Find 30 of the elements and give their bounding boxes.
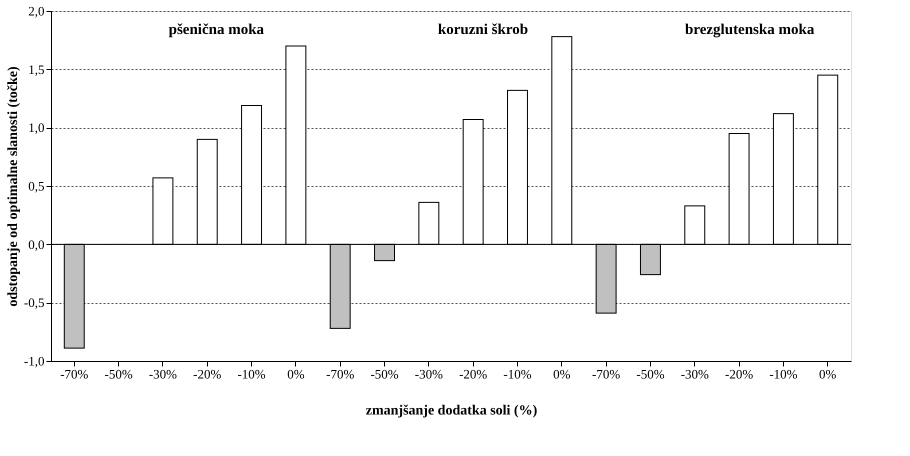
x-tick-label: -50%	[370, 366, 399, 382]
x-tick-label: -50%	[636, 366, 665, 382]
x-tick-label: -30%	[414, 366, 444, 382]
y-tick-label: 0,5	[28, 178, 44, 194]
y-tick-label: 1,5	[28, 62, 44, 77]
x-tick-label: -30%	[148, 366, 178, 382]
y-tick-label: 2,0	[28, 4, 44, 18]
x-tick-label: -20%	[193, 366, 222, 382]
x-tick-label: -10%	[769, 366, 798, 382]
x-tick-label: -20%	[725, 366, 754, 382]
x-tick-label: -70%	[60, 366, 89, 382]
x-tick-label: -70%	[326, 366, 354, 382]
annotation: koruzni škrob	[438, 22, 528, 38]
y-tick-label: 0,0	[28, 236, 44, 252]
x-tick-label: 0%	[287, 366, 305, 382]
x-tick-label: 0%	[553, 366, 571, 382]
x-tick-label: -70%	[592, 366, 620, 382]
x-tick-label: -30%	[680, 366, 710, 382]
y-axis-title: odstopanje od optimalne slanosti (točke)	[6, 66, 21, 307]
y-tick-label: -0,5	[24, 295, 44, 310]
y-tick-label: 1,0	[28, 120, 44, 136]
x-tick-label: -10%	[237, 366, 266, 382]
x-tick-label: -20%	[459, 366, 488, 382]
x-axis-title: zmanjšanje dodatka soli (%)	[366, 404, 538, 418]
x-tick-label: 0%	[819, 366, 837, 382]
annotation: pšenična moka	[168, 22, 265, 38]
annotation: brezglutenska moka	[685, 22, 815, 38]
x-tick-label: -10%	[503, 366, 532, 382]
y-tick-label: -1,0	[24, 354, 44, 368]
x-tick-label: -50%	[104, 366, 133, 382]
